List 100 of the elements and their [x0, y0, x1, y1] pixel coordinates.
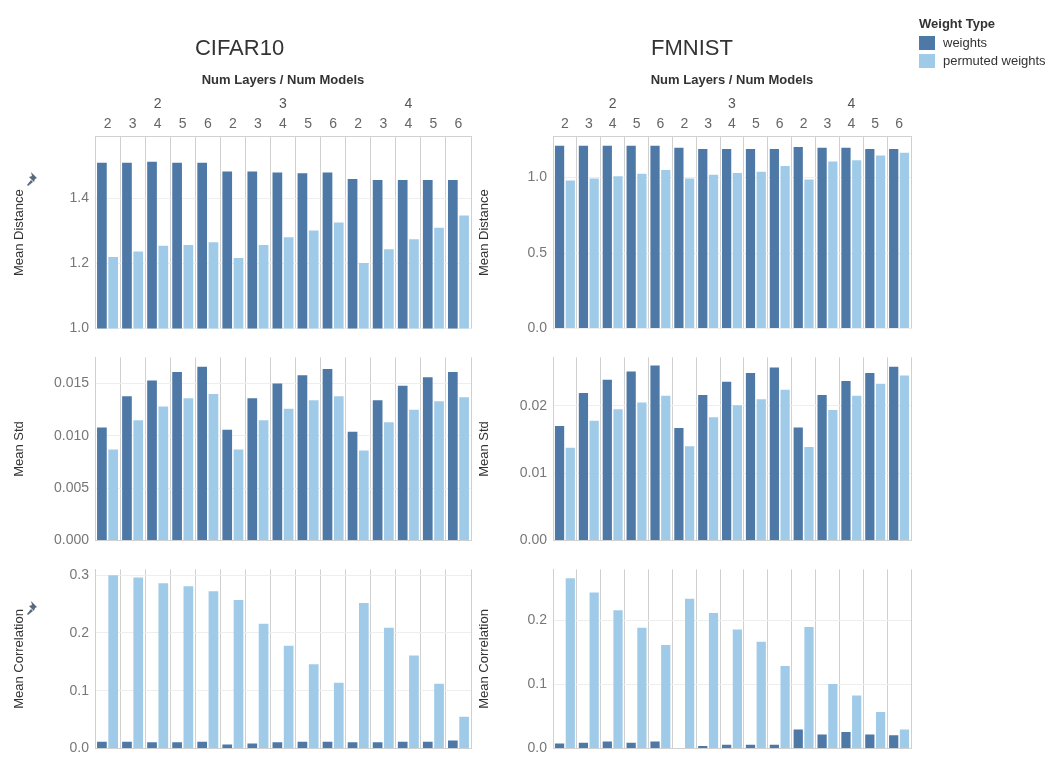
bar [708, 612, 719, 749]
x-tick-label: 2 [103, 115, 112, 132]
bar [817, 147, 827, 329]
y-tick-label: 0.01 [519, 464, 548, 481]
x-tick-label: 5 [304, 115, 313, 132]
bar [661, 644, 671, 749]
bar [108, 575, 119, 749]
x-tick-label: 2 [228, 115, 237, 132]
bar [272, 383, 283, 541]
bar [698, 148, 708, 329]
bar [722, 381, 732, 541]
y-tick-label: 0.010 [53, 426, 90, 443]
bar [613, 610, 623, 749]
bar [852, 160, 862, 329]
bar [422, 377, 433, 541]
x-tick-label: 6 [329, 115, 338, 132]
x-tick-label: 2 [561, 115, 570, 132]
bar [347, 431, 358, 541]
bar [780, 166, 790, 329]
bar [841, 380, 851, 541]
bar [322, 368, 333, 541]
x-tick-label: 5 [429, 115, 438, 132]
bar [708, 174, 719, 329]
y-axis-title: Mean Distance [11, 189, 27, 277]
bar [828, 409, 838, 541]
bar [589, 178, 599, 329]
bar [308, 664, 319, 749]
bar [841, 731, 851, 749]
bar [865, 372, 875, 541]
bar [732, 629, 742, 749]
y-axis-title: Mean Correlation [11, 609, 27, 709]
bar [793, 146, 803, 329]
legend-title: Weight Type [919, 16, 997, 31]
legend-label: permuted weights [943, 53, 1046, 68]
text: 3 [279, 95, 288, 112]
x-tick-label: 6 [203, 115, 212, 132]
bar [841, 147, 851, 329]
bar [283, 645, 294, 749]
bar [158, 406, 169, 541]
bar [554, 743, 565, 749]
y-tick-label: 0.5 [527, 243, 548, 260]
x-tick-label: 4 [279, 115, 288, 132]
bar [889, 735, 899, 749]
bar [565, 180, 575, 329]
y-tick-label: 0.005 [53, 479, 90, 496]
y-tick-label: 0.1 [69, 681, 90, 698]
bar [108, 449, 119, 541]
bar [197, 741, 208, 749]
x-axis-title: Num Layers / Num Models [201, 71, 365, 87]
bar [626, 742, 636, 749]
bar [434, 683, 444, 749]
bar [459, 397, 469, 541]
bar [208, 394, 219, 541]
bar [626, 145, 636, 329]
x-tick-label: 3 [254, 115, 263, 132]
bar [447, 740, 458, 749]
bar [372, 400, 383, 541]
bar [661, 170, 671, 329]
bar [172, 742, 182, 749]
y-tick-label: 0.1 [527, 675, 548, 692]
bar [756, 641, 766, 749]
bar [222, 429, 233, 541]
bar [197, 366, 208, 541]
bar [626, 371, 636, 541]
bar [122, 741, 132, 749]
x-tick-label: 6 [895, 115, 904, 132]
x-axis-title: Num Layers / Num Models [650, 71, 814, 87]
bar [817, 734, 827, 749]
bar [613, 409, 623, 541]
x-tick-label: 6 [656, 115, 665, 132]
x-tick-label: 2 [680, 115, 689, 132]
bar [183, 398, 194, 541]
x-tick-label: 5 [178, 115, 187, 132]
bar [756, 399, 766, 541]
bar [889, 366, 899, 541]
bar [865, 734, 875, 749]
x-tick-label: 3 [379, 115, 388, 132]
bar [732, 172, 742, 329]
bar [732, 405, 742, 541]
bar [685, 178, 695, 329]
x-tick-label: 4 [608, 115, 617, 132]
x-tick-label: 5 [751, 115, 760, 132]
bar [745, 148, 756, 329]
y-axis-title: Mean Correlation [476, 609, 492, 709]
bar [793, 427, 803, 541]
y-tick-label: 0.00 [519, 531, 548, 548]
bar [372, 742, 383, 749]
bar [247, 398, 258, 541]
bar [397, 741, 408, 749]
bar [637, 173, 647, 329]
bar [589, 592, 599, 749]
bar [589, 420, 599, 541]
x-tick-label: 6 [775, 115, 784, 132]
bar [333, 396, 344, 541]
bar [283, 408, 294, 541]
bar [698, 746, 708, 749]
y-tick-label: 1.0 [527, 168, 548, 185]
bar [422, 741, 433, 749]
bar [650, 365, 660, 541]
bar [745, 372, 756, 541]
